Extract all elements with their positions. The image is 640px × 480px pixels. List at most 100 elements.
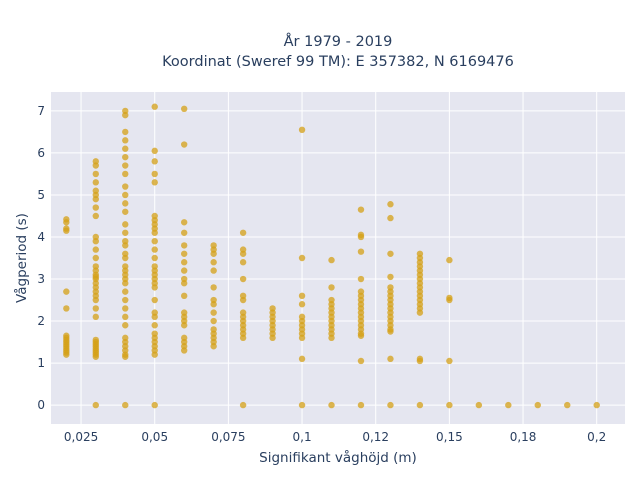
data-point — [446, 401, 453, 409]
data-point — [122, 263, 129, 270]
y-tick-label: 5 — [37, 188, 45, 202]
data-point — [298, 254, 306, 262]
data-point — [151, 296, 158, 304]
data-point — [151, 246, 158, 253]
data-point — [151, 147, 158, 155]
data-point — [92, 305, 99, 312]
y-tick-label: 7 — [37, 104, 45, 118]
data-point — [298, 401, 306, 409]
data-point — [475, 401, 483, 409]
x-tick-label: 0,2 — [587, 430, 606, 444]
data-point — [122, 334, 129, 342]
data-point — [122, 322, 129, 329]
data-point — [122, 183, 129, 190]
data-point — [151, 401, 158, 409]
data-point — [564, 401, 571, 409]
data-point — [180, 292, 188, 300]
data-point — [387, 284, 394, 291]
data-point — [298, 126, 306, 134]
data-point — [416, 355, 424, 363]
y-tick-label: 3 — [37, 272, 45, 286]
data-point — [122, 191, 129, 199]
data-point — [239, 292, 247, 300]
data-point — [446, 256, 453, 264]
x-tick-label: 0,075 — [211, 430, 245, 444]
data-point — [180, 229, 188, 236]
data-point — [387, 273, 394, 281]
data-point — [180, 259, 188, 266]
x-tick-label: 0,025 — [64, 430, 98, 444]
data-point — [92, 212, 99, 220]
data-point — [210, 309, 217, 316]
data-point — [122, 208, 129, 215]
data-point — [151, 179, 158, 186]
data-point — [122, 221, 129, 228]
data-point — [122, 170, 129, 178]
data-point — [210, 296, 217, 304]
data-point — [63, 225, 70, 232]
data-point — [122, 250, 129, 257]
data-point — [122, 305, 129, 312]
data-point — [92, 233, 99, 241]
chart-title-line2: Koordinat (Sweref 99 TM): E 357382, N 61… — [162, 54, 514, 70]
data-point — [122, 153, 129, 161]
data-point — [92, 254, 99, 262]
data-point — [416, 250, 424, 257]
data-point — [122, 288, 129, 295]
data-point — [122, 313, 129, 321]
data-point — [122, 145, 129, 152]
data-point — [298, 313, 306, 321]
data-point — [416, 401, 424, 409]
data-point — [63, 288, 70, 295]
y-tick-label: 4 — [37, 230, 45, 244]
data-point — [151, 330, 158, 337]
data-point — [92, 187, 99, 194]
data-point — [387, 401, 394, 409]
data-point — [92, 336, 99, 344]
data-point — [151, 322, 158, 329]
data-point — [180, 275, 188, 283]
data-point — [180, 141, 188, 148]
data-points — [63, 103, 600, 409]
data-point — [387, 201, 394, 208]
data-point — [357, 288, 365, 295]
data-point — [151, 263, 158, 270]
data-point — [122, 200, 129, 207]
data-point — [328, 256, 335, 264]
data-point — [239, 229, 247, 236]
data-point — [210, 259, 217, 266]
data-point — [151, 309, 158, 316]
data-point — [151, 237, 158, 245]
data-point — [151, 158, 158, 165]
data-point — [593, 401, 600, 409]
data-point — [122, 137, 129, 144]
data-point — [180, 250, 188, 257]
data-point — [298, 355, 306, 363]
data-point — [357, 248, 365, 255]
y-tick-label: 0 — [37, 398, 45, 412]
data-point — [210, 242, 217, 249]
data-point — [92, 246, 99, 253]
data-point — [239, 259, 247, 266]
y-axis-label: Vågperiod (s) — [13, 213, 30, 303]
data-point — [92, 313, 99, 321]
x-tick-label: 0,15 — [436, 430, 463, 444]
data-point — [239, 401, 247, 409]
x-tick-label: 0,18 — [510, 430, 537, 444]
chart-title-line1: År 1979 - 2019 — [284, 33, 393, 50]
data-point — [92, 263, 99, 270]
data-point — [63, 305, 70, 312]
data-point — [122, 162, 129, 169]
data-point — [122, 229, 129, 236]
data-point — [122, 128, 129, 136]
x-tick-label: 0,12 — [362, 430, 389, 444]
data-point — [122, 401, 129, 409]
data-point — [180, 105, 188, 113]
data-point — [92, 158, 99, 165]
data-point — [357, 357, 365, 365]
data-point — [122, 296, 129, 304]
data-point — [151, 170, 158, 178]
data-point — [387, 250, 394, 257]
data-point — [151, 254, 158, 262]
y-tick-label: 1 — [37, 356, 45, 370]
